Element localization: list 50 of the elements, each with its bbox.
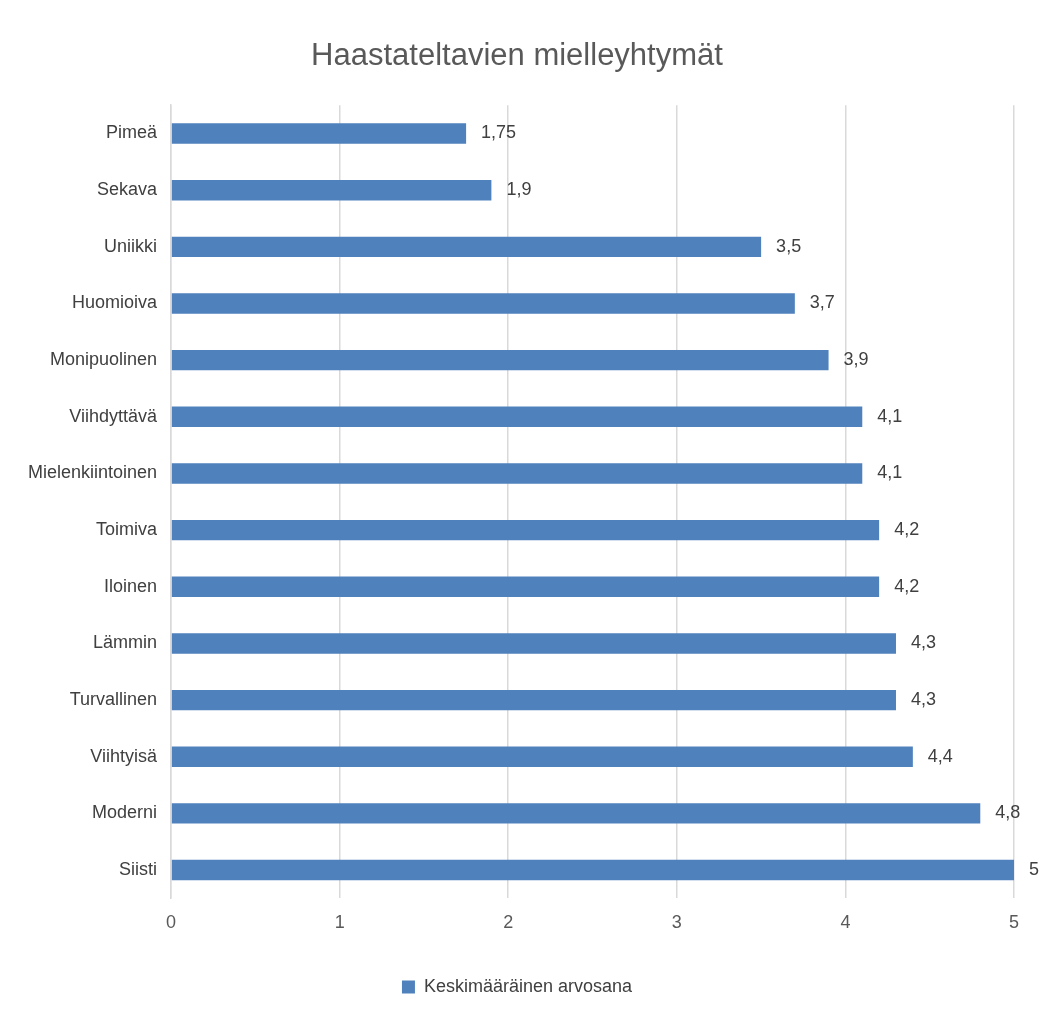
y-tick-label: Mielenkiintoinen bbox=[28, 462, 158, 483]
data-label: 4,1 bbox=[877, 462, 903, 483]
data-label: 5 bbox=[1029, 859, 1040, 880]
data-label: 1,9 bbox=[506, 179, 532, 200]
bar bbox=[171, 746, 913, 767]
data-label: 4,2 bbox=[894, 575, 920, 596]
data-label: 1,75 bbox=[481, 122, 517, 143]
y-tick-label: Turvallinen bbox=[69, 689, 158, 710]
x-tick-label: 2 bbox=[503, 912, 514, 933]
y-tick-label: Toimiva bbox=[96, 519, 159, 540]
y-tick-label: Uniikki bbox=[104, 235, 158, 256]
data-label: 3,7 bbox=[809, 292, 835, 313]
y-tick-label: Monipuolinen bbox=[50, 349, 158, 370]
x-tick-label: 5 bbox=[1008, 912, 1020, 933]
y-tick-label: Siisti bbox=[119, 859, 158, 880]
data-label: 3,9 bbox=[843, 349, 869, 370]
bar bbox=[171, 349, 829, 371]
chart-title: Haastateltavien mielleyhtymät bbox=[311, 37, 724, 73]
y-tick-label: Pimeä bbox=[106, 122, 159, 143]
data-label: 4,8 bbox=[995, 802, 1021, 823]
bar bbox=[171, 576, 880, 597]
y-tick-label: Sekava bbox=[97, 179, 159, 200]
y-tick-label: Huomioiva bbox=[72, 292, 159, 313]
bar bbox=[171, 519, 880, 541]
data-label: 4,1 bbox=[877, 405, 903, 426]
data-label: 4,2 bbox=[894, 519, 920, 540]
bar bbox=[171, 803, 981, 824]
data-label: 4,4 bbox=[927, 745, 953, 766]
data-label: 4,3 bbox=[910, 632, 937, 653]
y-tick-label: Viihtyisä bbox=[90, 745, 159, 766]
y-tick-label: Iloinen bbox=[104, 575, 158, 596]
bar bbox=[171, 123, 467, 144]
bar bbox=[171, 689, 896, 711]
bar bbox=[171, 293, 795, 314]
data-label: 4,3 bbox=[910, 689, 937, 710]
bar bbox=[171, 236, 762, 258]
bar bbox=[171, 406, 863, 428]
y-tick-label: Lämmin bbox=[93, 632, 158, 653]
x-tick-label: 1 bbox=[334, 912, 345, 933]
bar bbox=[171, 179, 492, 201]
bar bbox=[171, 463, 863, 484]
x-tick-label: 3 bbox=[671, 912, 682, 933]
y-tick-label: Moderni bbox=[92, 802, 158, 823]
data-label: 3,5 bbox=[776, 235, 802, 256]
bar bbox=[171, 633, 896, 654]
y-tick-label: Viihdyttävä bbox=[69, 405, 159, 426]
legend-label: Keskimääräinen arvosana bbox=[423, 975, 634, 996]
x-tick-label: 4 bbox=[840, 912, 851, 933]
bar bbox=[171, 859, 1014, 881]
x-tick-label: 0 bbox=[166, 912, 177, 933]
